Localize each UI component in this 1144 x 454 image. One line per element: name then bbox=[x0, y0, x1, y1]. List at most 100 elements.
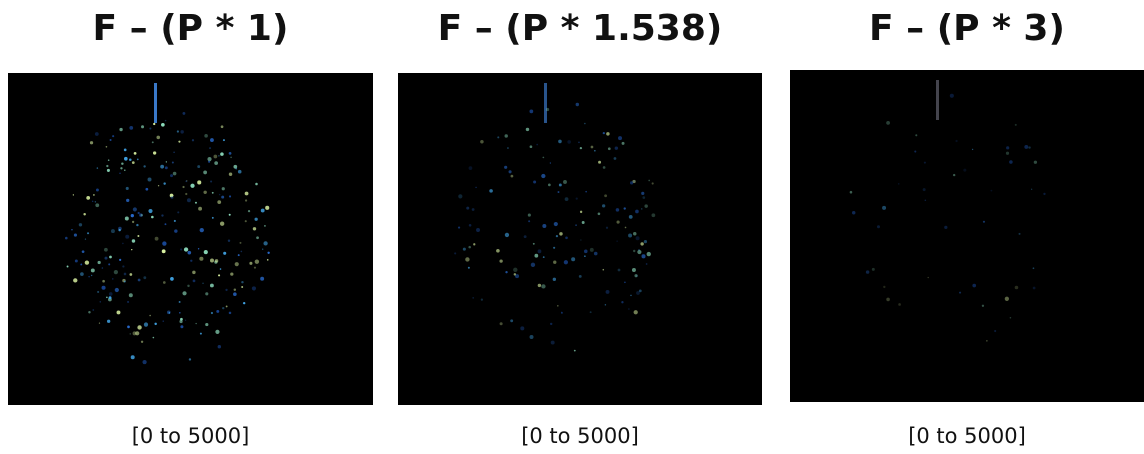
speckle bbox=[584, 250, 588, 254]
speckle bbox=[148, 178, 152, 182]
speckle bbox=[119, 259, 121, 261]
speckle bbox=[88, 311, 90, 313]
speckle bbox=[124, 157, 128, 161]
speckle bbox=[179, 312, 180, 313]
speckle bbox=[915, 134, 917, 136]
speckle bbox=[161, 123, 165, 127]
speckle bbox=[182, 186, 184, 188]
speckle bbox=[121, 162, 123, 164]
speckle bbox=[97, 291, 99, 293]
speckle bbox=[590, 248, 594, 252]
speckle bbox=[633, 250, 635, 252]
speckle bbox=[621, 301, 623, 303]
speckle bbox=[218, 274, 220, 276]
speckle bbox=[119, 172, 121, 174]
speckle bbox=[239, 242, 241, 244]
speckle bbox=[179, 320, 182, 323]
speckle bbox=[542, 224, 546, 228]
speckle bbox=[542, 157, 544, 159]
speckle bbox=[110, 139, 112, 141]
speckle bbox=[112, 278, 114, 280]
speckle bbox=[1006, 152, 1009, 155]
speckle bbox=[852, 211, 855, 214]
speckle bbox=[210, 258, 214, 262]
speckle bbox=[1028, 146, 1030, 148]
speckle bbox=[955, 140, 957, 142]
panel-caption: [0 to 5000] bbox=[398, 424, 762, 448]
speckle bbox=[466, 207, 469, 210]
speckle bbox=[468, 267, 470, 269]
speckle bbox=[199, 257, 203, 261]
speckle bbox=[927, 277, 928, 278]
speckle bbox=[1031, 189, 1032, 190]
speckle bbox=[229, 195, 231, 197]
speckle bbox=[238, 254, 240, 256]
speckle bbox=[551, 341, 555, 345]
speckle bbox=[614, 157, 617, 160]
speckle bbox=[71, 229, 72, 230]
speckle bbox=[169, 312, 170, 313]
speckle bbox=[469, 166, 473, 170]
speckle bbox=[554, 222, 558, 226]
speckle bbox=[125, 217, 129, 221]
speckle bbox=[173, 172, 177, 176]
speckle bbox=[209, 147, 211, 149]
speckle bbox=[235, 262, 239, 266]
speckle bbox=[177, 130, 179, 132]
speckle bbox=[178, 141, 180, 143]
speckle bbox=[141, 214, 143, 216]
speckle bbox=[131, 355, 135, 359]
speckle bbox=[91, 275, 92, 276]
speckle bbox=[183, 112, 186, 115]
speckle bbox=[511, 175, 514, 178]
speckle bbox=[80, 272, 84, 276]
speckle bbox=[553, 278, 556, 281]
speckle bbox=[215, 259, 218, 262]
speckle bbox=[652, 213, 656, 217]
speckle bbox=[82, 250, 85, 253]
speckle bbox=[641, 192, 644, 195]
speckle bbox=[165, 166, 168, 169]
speckle bbox=[230, 157, 231, 158]
speckle bbox=[546, 108, 549, 111]
speckle bbox=[124, 281, 126, 283]
speckle bbox=[866, 270, 869, 273]
speckle bbox=[1009, 160, 1013, 164]
speckle bbox=[465, 257, 469, 261]
speckle bbox=[640, 242, 643, 245]
speckle bbox=[226, 305, 228, 307]
speckle bbox=[556, 235, 558, 237]
speckle bbox=[145, 188, 148, 191]
speckle bbox=[469, 224, 472, 227]
speckle bbox=[950, 94, 954, 98]
speckle bbox=[217, 200, 221, 204]
speckle bbox=[644, 204, 647, 207]
speckle bbox=[80, 264, 82, 266]
speckle bbox=[883, 286, 885, 288]
speckle bbox=[185, 180, 187, 182]
speckle bbox=[252, 286, 256, 290]
speckle bbox=[141, 125, 144, 128]
speckle bbox=[160, 165, 164, 169]
speckle bbox=[124, 149, 127, 152]
speckle bbox=[1034, 161, 1037, 164]
speckle bbox=[132, 161, 135, 164]
speckle bbox=[496, 249, 500, 253]
speckle bbox=[1010, 317, 1012, 319]
speckle bbox=[99, 322, 100, 323]
speckle bbox=[615, 146, 618, 149]
speckle bbox=[124, 273, 127, 276]
speckle bbox=[255, 183, 258, 186]
panel-caption: [0 to 5000] bbox=[8, 424, 373, 448]
speckle bbox=[163, 182, 165, 184]
speckle bbox=[850, 191, 853, 194]
speckle bbox=[180, 325, 183, 328]
speckle bbox=[530, 145, 533, 148]
speckle bbox=[210, 138, 214, 142]
speckle bbox=[578, 141, 580, 143]
speckle bbox=[141, 341, 143, 343]
speckle bbox=[254, 267, 256, 269]
speckle bbox=[65, 237, 68, 240]
speckle bbox=[138, 212, 140, 214]
speckle bbox=[223, 139, 225, 141]
